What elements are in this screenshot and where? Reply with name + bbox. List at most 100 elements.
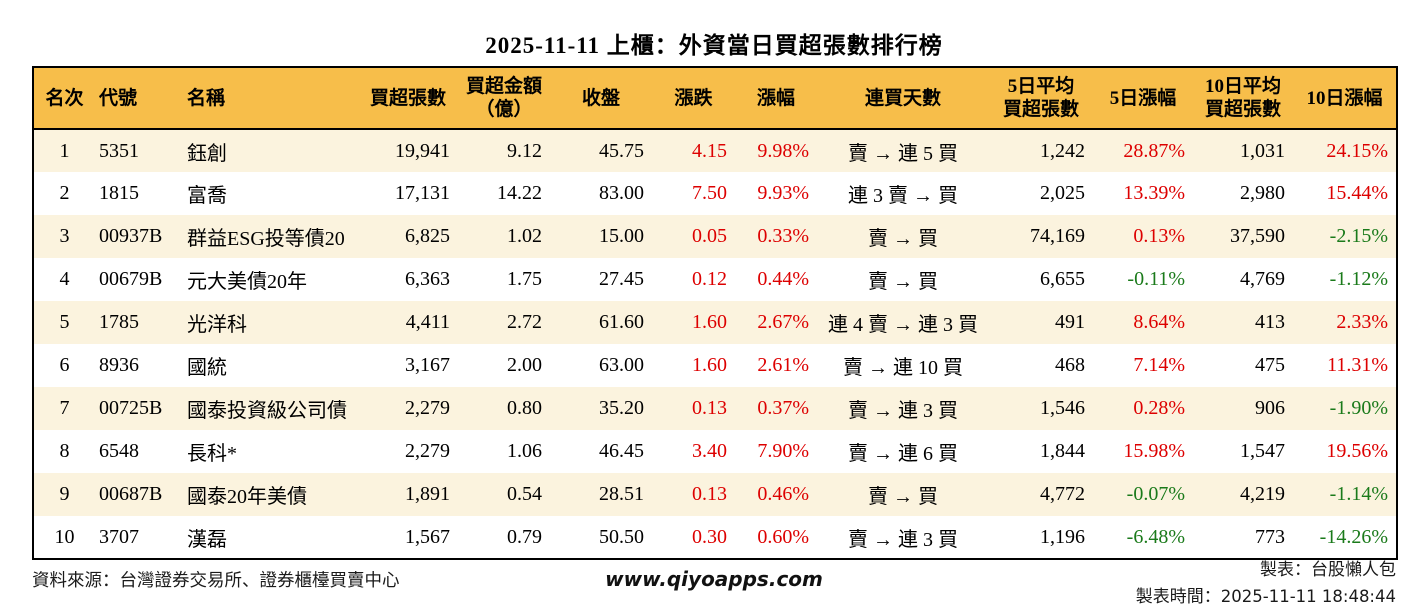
cell-change_pct: 7.90% <box>757 440 809 462</box>
cell-change_pct: 0.37% <box>757 397 809 419</box>
cell-net_buy_lots: 1,891 <box>405 483 450 505</box>
cell-close: 46.45 <box>599 440 644 462</box>
cell-close: 27.45 <box>599 268 644 290</box>
cell-net_buy_lots: 6,363 <box>405 268 450 290</box>
cell-net_buy_lots: 17,131 <box>395 182 450 204</box>
column-header-code: 代號 <box>95 67 183 130</box>
cell-pct10: -1.12% <box>1329 268 1388 290</box>
table-row: 10 3707 漢磊 1,567 0.79 50.50 0.30 0.60% 賣 → 連 3 買… <box>33 516 1397 559</box>
column-header-change: 漲跌 <box>652 67 735 130</box>
generated-time-label: 製表時間： <box>1135 587 1221 606</box>
cell-avg5_lots: 1,546 <box>1040 397 1085 419</box>
cell-name: 漢磊 <box>187 528 227 551</box>
column-header-close: 收盤 <box>550 67 652 130</box>
table-row: 2 1815 富喬 17,131 14.22 83.00 7.50 9.93% 連 3 賣 → … <box>33 172 1397 215</box>
cell-pct10: 2.33% <box>1336 311 1388 333</box>
cell-change: 1.60 <box>692 354 727 376</box>
cell-net_buy_amount: 9.12 <box>507 139 542 162</box>
cell-name: 國泰20年美債 <box>187 486 307 508</box>
generated-time: 製表時間：2025-11-11 18:48:44 <box>1136 583 1396 610</box>
cell-rank: 9 <box>59 483 70 505</box>
cell-rank: 8 <box>59 440 70 462</box>
cell-net_buy_lots: 2,279 <box>405 440 450 462</box>
cell-net_buy_lots: 2,279 <box>405 397 450 419</box>
cell-avg5_lots: 4,772 <box>1040 483 1085 505</box>
cell-avg10_lots: 906 <box>1255 397 1285 419</box>
cell-avg5_lots: 6,655 <box>1040 268 1085 290</box>
cell-avg5_lots: 1,242 <box>1040 139 1085 162</box>
cell-change: 1.60 <box>692 311 727 333</box>
cell-pct5: 13.39% <box>1123 182 1185 204</box>
credits-block: 製表：台股懶人包 製表時間：2025-11-11 18:48:44 <box>1136 556 1396 610</box>
cell-avg10_lots: 1,547 <box>1240 440 1285 462</box>
cell-change: 4.15 <box>692 139 727 162</box>
generated-time-value: 2025-11-11 18:48:44 <box>1220 587 1396 606</box>
cell-rank: 5 <box>59 311 70 333</box>
cell-pct5: 0.13% <box>1133 225 1185 247</box>
table-row: 8 6548 長科* 2,279 1.06 46.45 3.40 7.90% 賣 → 連 6 買… <box>33 430 1397 473</box>
cell-code: 5351 <box>99 139 139 162</box>
cell-code: 00679B <box>99 268 163 290</box>
column-header-name: 名稱 <box>183 67 358 130</box>
column-header-rank: 名次 <box>33 67 95 130</box>
cell-close: 35.20 <box>599 397 644 419</box>
cell-pct10: 24.15% <box>1326 139 1388 162</box>
cell-net_buy_lots: 4,411 <box>405 311 450 333</box>
cell-change_pct: 9.98% <box>757 139 809 162</box>
cell-close: 83.00 <box>599 182 644 204</box>
cell-change_pct: 0.33% <box>757 225 809 247</box>
cell-close: 45.75 <box>599 139 644 162</box>
column-header-change_pct: 漲幅 <box>735 67 817 130</box>
cell-pct10: -1.14% <box>1329 483 1388 505</box>
cell-streak: 賣 → 連 5 買 <box>848 142 958 165</box>
cell-streak: 賣 → 連 3 買 <box>848 528 958 551</box>
cell-change: 0.05 <box>692 225 727 247</box>
column-header-streak: 連買天數 <box>817 67 989 130</box>
cell-net_buy_amount: 2.00 <box>507 354 542 376</box>
table-row: 9 00687B 國泰20年美債 1,891 0.54 28.51 0.13 0.46% 賣 →… <box>33 473 1397 516</box>
cell-pct10: 19.56% <box>1326 440 1388 462</box>
cell-code: 00937B <box>99 225 163 247</box>
cell-change: 0.30 <box>692 525 727 548</box>
cell-close: 50.50 <box>599 525 644 548</box>
cell-rank: 6 <box>59 354 70 376</box>
cell-code: 00725B <box>99 397 163 419</box>
column-header-avg5_lots: 5日平均 買超張數 <box>989 67 1093 130</box>
cell-rank: 10 <box>54 525 75 548</box>
website-url: www.qiyoapps.com <box>605 567 823 591</box>
cell-streak: 賣 → 買 <box>868 271 938 293</box>
column-header-pct10: 10日漲幅 <box>1293 67 1397 130</box>
cell-net_buy_lots: 3,167 <box>405 354 450 376</box>
cell-change_pct: 0.44% <box>757 268 809 290</box>
cell-net_buy_lots: 6,825 <box>405 225 450 247</box>
cell-change: 0.13 <box>692 397 727 419</box>
cell-net_buy_amount: 1.06 <box>507 440 542 462</box>
cell-pct5: 8.64% <box>1133 311 1185 333</box>
header-row: 名次 代號 名稱 買超張數 買超金額 （億） 收盤 漲跌 漲幅 連買天數 5日平均 買超張數 5日漲… <box>33 67 1397 130</box>
page-title: 2025-11-11 上櫃：外資當日買超張數排行榜 <box>485 33 943 58</box>
cell-rank: 7 <box>59 397 70 419</box>
cell-change: 7.50 <box>692 182 727 204</box>
cell-streak: 賣 → 連 6 買 <box>848 443 958 465</box>
table-row: 1 5351 鈺創 19,941 9.12 45.75 4.15 9.98% 賣 → 連 5 買… <box>33 129 1397 172</box>
data-source-label: 資料來源：台灣證券交易所、證券櫃檯買賣中心 <box>32 570 400 590</box>
cell-pct5: -6.48% <box>1126 525 1185 548</box>
cell-pct10: -1.90% <box>1329 397 1388 419</box>
cell-streak: 賣 → 連 3 買 <box>848 400 958 422</box>
cell-code: 3707 <box>99 525 139 548</box>
cell-avg10_lots: 4,219 <box>1240 483 1285 505</box>
cell-pct5: -0.07% <box>1126 483 1185 505</box>
column-header-net_buy_lots: 買超張數 <box>358 67 458 130</box>
cell-name: 光洋科 <box>187 314 247 336</box>
cell-pct10: 15.44% <box>1326 182 1388 204</box>
cell-rank: 1 <box>59 139 70 162</box>
cell-net_buy_amount: 0.80 <box>507 397 542 419</box>
cell-code: 1785 <box>99 311 139 333</box>
cell-pct5: 7.14% <box>1133 354 1185 376</box>
cell-code: 1815 <box>99 182 139 204</box>
cell-code: 6548 <box>99 440 139 462</box>
cell-change: 0.12 <box>692 268 727 290</box>
cell-change_pct: 9.93% <box>757 182 809 204</box>
cell-change_pct: 2.67% <box>757 311 809 333</box>
column-header-net_buy_amount: 買超金額 （億） <box>458 67 550 130</box>
